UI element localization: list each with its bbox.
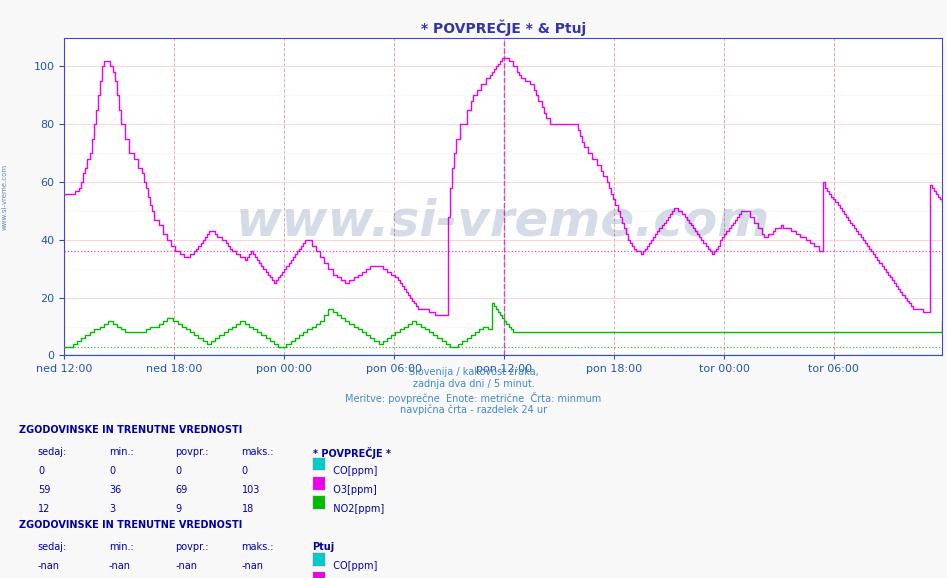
Text: Meritve: povprečne  Enote: metrične  Črta: minmum: Meritve: povprečne Enote: metrične Črta:… — [346, 392, 601, 404]
Text: www.si-vreme.com: www.si-vreme.com — [2, 164, 8, 229]
Text: 3: 3 — [109, 504, 115, 514]
Text: sedaj:: sedaj: — [38, 542, 67, 552]
Text: 18: 18 — [241, 504, 254, 514]
Text: 0: 0 — [38, 466, 44, 476]
Text: 36: 36 — [109, 485, 121, 495]
Text: maks.:: maks.: — [241, 542, 274, 552]
Title: * POVPREČJE * & Ptuj: * POVPREČJE * & Ptuj — [420, 20, 586, 36]
Text: sedaj:: sedaj: — [38, 447, 67, 457]
Text: 103: 103 — [241, 485, 259, 495]
Text: Slovenija / kakovost zraka,: Slovenija / kakovost zraka, — [408, 367, 539, 377]
Text: -nan: -nan — [241, 561, 263, 571]
Text: 12: 12 — [38, 504, 50, 514]
Text: 0: 0 — [175, 466, 181, 476]
Text: * POVPREČJE *: * POVPREČJE * — [313, 447, 390, 459]
Text: min.:: min.: — [109, 447, 134, 457]
Text: 59: 59 — [38, 485, 50, 495]
Text: 0: 0 — [109, 466, 115, 476]
Text: ZGODOVINSKE IN TRENUTNE VREDNOSTI: ZGODOVINSKE IN TRENUTNE VREDNOSTI — [19, 520, 242, 530]
Text: 0: 0 — [241, 466, 247, 476]
Text: www.si-vreme.com: www.si-vreme.com — [236, 198, 771, 246]
Text: -nan: -nan — [175, 561, 197, 571]
Text: -nan: -nan — [38, 561, 60, 571]
Text: povpr.:: povpr.: — [175, 447, 208, 457]
Text: NO2[ppm]: NO2[ppm] — [327, 504, 384, 514]
Text: navpična črta - razdelek 24 ur: navpična črta - razdelek 24 ur — [400, 405, 547, 415]
Text: O3[ppm]: O3[ppm] — [327, 485, 377, 495]
Text: 9: 9 — [175, 504, 181, 514]
Text: povpr.:: povpr.: — [175, 542, 208, 552]
Text: -nan: -nan — [109, 561, 131, 571]
Text: CO[ppm]: CO[ppm] — [327, 561, 377, 571]
Text: CO[ppm]: CO[ppm] — [327, 466, 377, 476]
Text: min.:: min.: — [109, 542, 134, 552]
Text: maks.:: maks.: — [241, 447, 274, 457]
Text: ZGODOVINSKE IN TRENUTNE VREDNOSTI: ZGODOVINSKE IN TRENUTNE VREDNOSTI — [19, 425, 242, 435]
Text: 69: 69 — [175, 485, 188, 495]
Text: Ptuj: Ptuj — [313, 542, 334, 552]
Text: zadnja dva dni / 5 minut.: zadnja dva dni / 5 minut. — [413, 379, 534, 388]
